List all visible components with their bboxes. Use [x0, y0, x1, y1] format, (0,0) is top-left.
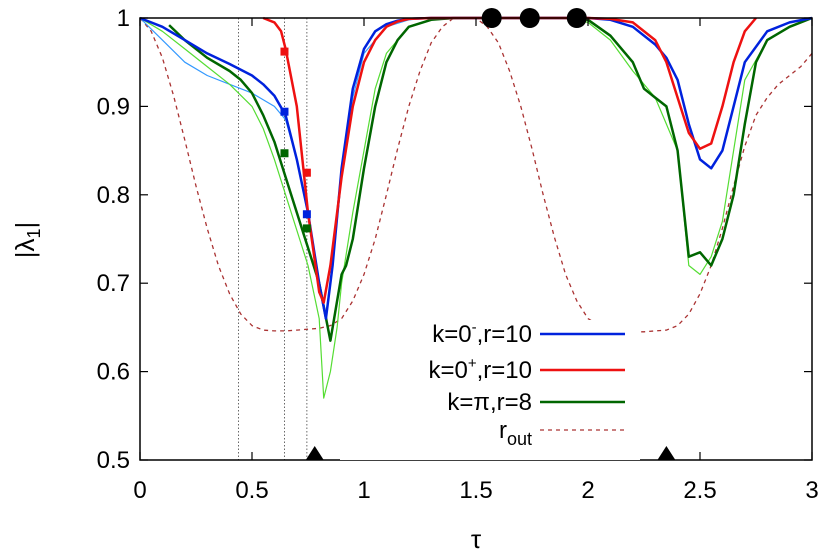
y-tick-label: 0.6: [97, 359, 130, 386]
legend: k=0-,r=10 k=0+,r=10 k=π,r=8 rout: [340, 319, 640, 460]
y-axis-label-main: |λ: [10, 239, 40, 259]
legend-label: k=π,r=8: [447, 389, 532, 416]
y-tick-label: 0.5: [97, 447, 130, 474]
vertical-dotted-lines: [238, 18, 308, 460]
legend-label: rout: [499, 417, 532, 449]
square-marker: [302, 210, 311, 219]
x-tick-label: 1.5: [459, 477, 492, 504]
series-lines: [139, 16, 813, 399]
series-line: [139, 17, 476, 315]
triangle-marker: [305, 446, 324, 460]
triangle-marker: [657, 446, 676, 460]
series-line: [139, 17, 813, 399]
series-line: [139, 16, 813, 320]
square-marker: [280, 47, 289, 56]
legend-entry: k=π,r=8: [447, 389, 625, 416]
y-axis-label: |λ1|: [10, 222, 44, 259]
x-tick-label: 3: [805, 477, 818, 504]
square-marker: [280, 149, 289, 158]
axis-ticks: [139, 17, 813, 461]
legend-label: k=0-,r=10: [432, 319, 532, 348]
x-axis-label: τ: [471, 524, 482, 554]
y-tick-label: 0.8: [97, 182, 130, 209]
x-tick-label: 2.5: [683, 477, 716, 504]
square-marker: [302, 168, 311, 177]
legend-entry: k=0+,r=10: [428, 355, 625, 384]
y-tick-label: 0.9: [97, 93, 130, 120]
x-tick-label: 0: [133, 477, 146, 504]
legend-background: [340, 320, 640, 460]
x-tick-label: 0.5: [235, 477, 268, 504]
series-line: [262, 16, 757, 304]
x-tick-label: 2: [581, 477, 594, 504]
x-tick-label: 1: [357, 477, 370, 504]
y-axis-label-end: |: [10, 222, 40, 229]
square-marker: [302, 224, 311, 233]
y-tick-label: 0.7: [97, 270, 130, 297]
series-line: [168, 16, 813, 342]
y-axis-label-sub: 1: [24, 228, 44, 238]
series-line: [139, 17, 813, 333]
legend-label: k=0+,r=10: [428, 355, 532, 384]
y-tick-label: 1: [117, 5, 130, 32]
square-marker: [280, 107, 289, 116]
legend-entry: k=0-,r=10: [432, 319, 625, 348]
tick-labels: 0 0.5 1 1.5 2 2.5 30.50.60.70.80.91: [97, 5, 819, 504]
legend-entry: rout: [499, 417, 625, 449]
